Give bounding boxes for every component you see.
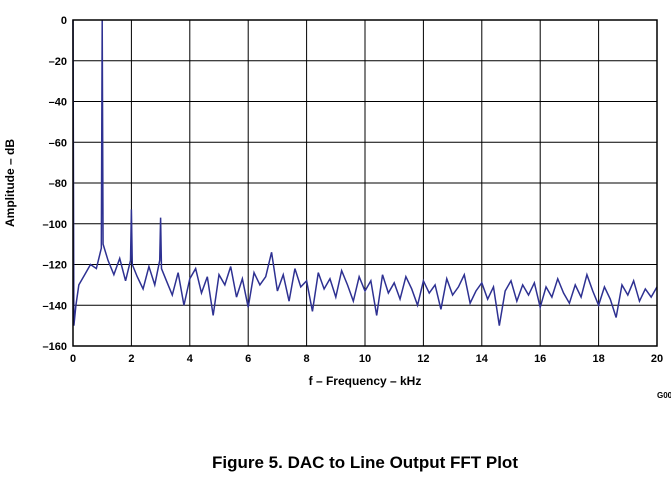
y-tick-label: 0 bbox=[61, 15, 67, 27]
y-tick-label: –60 bbox=[49, 137, 67, 149]
y-tick-label: –40 bbox=[49, 97, 67, 109]
x-tick-label: 6 bbox=[245, 353, 251, 365]
plot-frame bbox=[72, 19, 658, 347]
x-tick-label: 12 bbox=[417, 353, 429, 365]
y-tick-label: –100 bbox=[43, 219, 67, 231]
y-tick-label: –120 bbox=[43, 260, 67, 272]
y-tick-label: –140 bbox=[43, 300, 67, 312]
x-tick-label: 2 bbox=[128, 353, 134, 365]
fft-line bbox=[72, 19, 658, 326]
y-tick-label: –80 bbox=[49, 178, 67, 190]
x-tick-label: 4 bbox=[187, 353, 194, 365]
x-tick-label: 8 bbox=[304, 353, 310, 365]
x-tick-label: 14 bbox=[476, 353, 489, 365]
annotation: G00 bbox=[657, 391, 671, 400]
x-tick-label: 16 bbox=[534, 353, 546, 365]
x-tick-label: 10 bbox=[359, 353, 371, 365]
x-tick-label: 0 bbox=[70, 353, 76, 365]
y-tick-label: –160 bbox=[43, 341, 67, 353]
y-tick-label: –20 bbox=[49, 56, 67, 68]
x-tick-label: 20 bbox=[651, 353, 663, 365]
chart-title: Figure 5. DAC to Line Output FFT Plot bbox=[212, 453, 518, 472]
x-axis-label: f – Frequency – kHz bbox=[309, 374, 422, 388]
x-tick-label: 18 bbox=[592, 353, 604, 365]
y-axis-label: Amplitude – dB bbox=[3, 139, 17, 227]
